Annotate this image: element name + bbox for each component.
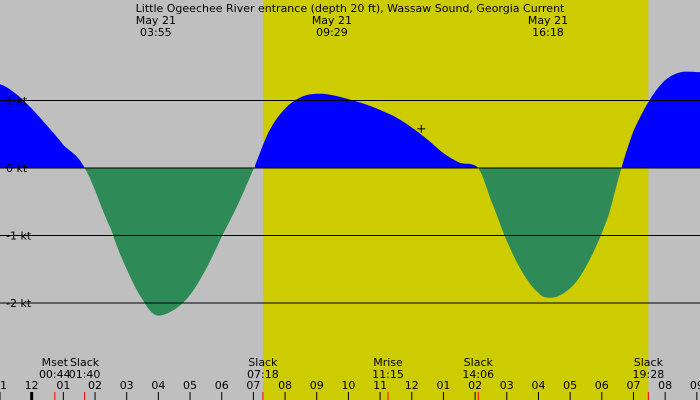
event-time-label: 19:28 [633,368,665,381]
event-label: Mrise [373,356,403,369]
hour-tick-label: 02 [468,379,482,392]
event-time-label: 11:15 [372,368,404,381]
hour-tick-label: 05 [563,379,577,392]
hour-tick-label: 12 [405,379,419,392]
hour-tick-label: 12 [25,379,39,392]
y-tick-label: -2 kt [6,297,32,310]
current-area-layer [0,71,700,316]
hour-tick-label: 08 [278,379,292,392]
y-tick-label: -1 kt [6,230,32,243]
hour-tick-label: 03 [500,379,514,392]
hour-tick-label: 03 [120,379,134,392]
event-time-label: 00:44 [39,368,71,381]
hour-tick-label: 04 [531,379,545,392]
hour-tick-label: 11 [0,379,7,392]
hour-tick-label: 08 [658,379,672,392]
y-tick-label: 0 kt [6,162,28,175]
event-time-label: 07:18 [247,368,279,381]
flood-current-area [622,71,700,168]
chart-title: Little Ogeechee River entrance (depth 20… [136,2,565,15]
event-label: Slack [464,356,494,369]
gridline-layer [0,100,700,400]
y-tick-label: 1 kt [6,95,28,108]
hour-tick-label: 06 [595,379,609,392]
event-label: Mset [42,356,69,369]
peak-date-label: May 21 [136,14,176,27]
hour-tick-label: 07 [246,379,260,392]
flood-current-area [255,93,479,168]
hour-tick-label: 02 [88,379,102,392]
peak-date-label: May 21 [528,14,568,27]
event-time-label: 14:06 [462,368,494,381]
event-label: Slack [248,356,278,369]
peak-time-label: 16:18 [532,26,564,39]
flood-current-area [0,84,85,168]
event-time-label: 01:40 [69,368,101,381]
hour-tick-label: 01 [56,379,70,392]
hour-tick-label: 07 [626,379,640,392]
event-label: Slack [634,356,664,369]
hour-tick-label: 09 [690,379,700,392]
hour-tick-label: 04 [151,379,165,392]
peak-time-label: 09:29 [316,26,348,39]
hour-tick-label: 11 [373,379,387,392]
peak-date-label: May 21 [312,14,352,27]
ebb-current-area [479,168,622,298]
event-label: Slack [70,356,100,369]
ebb-current-area [85,168,255,316]
peak-time-label: 03:55 [140,26,172,39]
hour-tick-label: 06 [215,379,229,392]
hour-tick-label: 10 [341,379,355,392]
hour-tick-label: 05 [183,379,197,392]
hour-tick-label: 01 [436,379,450,392]
label-layer: Little Ogeechee River entrance (depth 20… [0,2,700,392]
hour-tick-label: 09 [310,379,324,392]
